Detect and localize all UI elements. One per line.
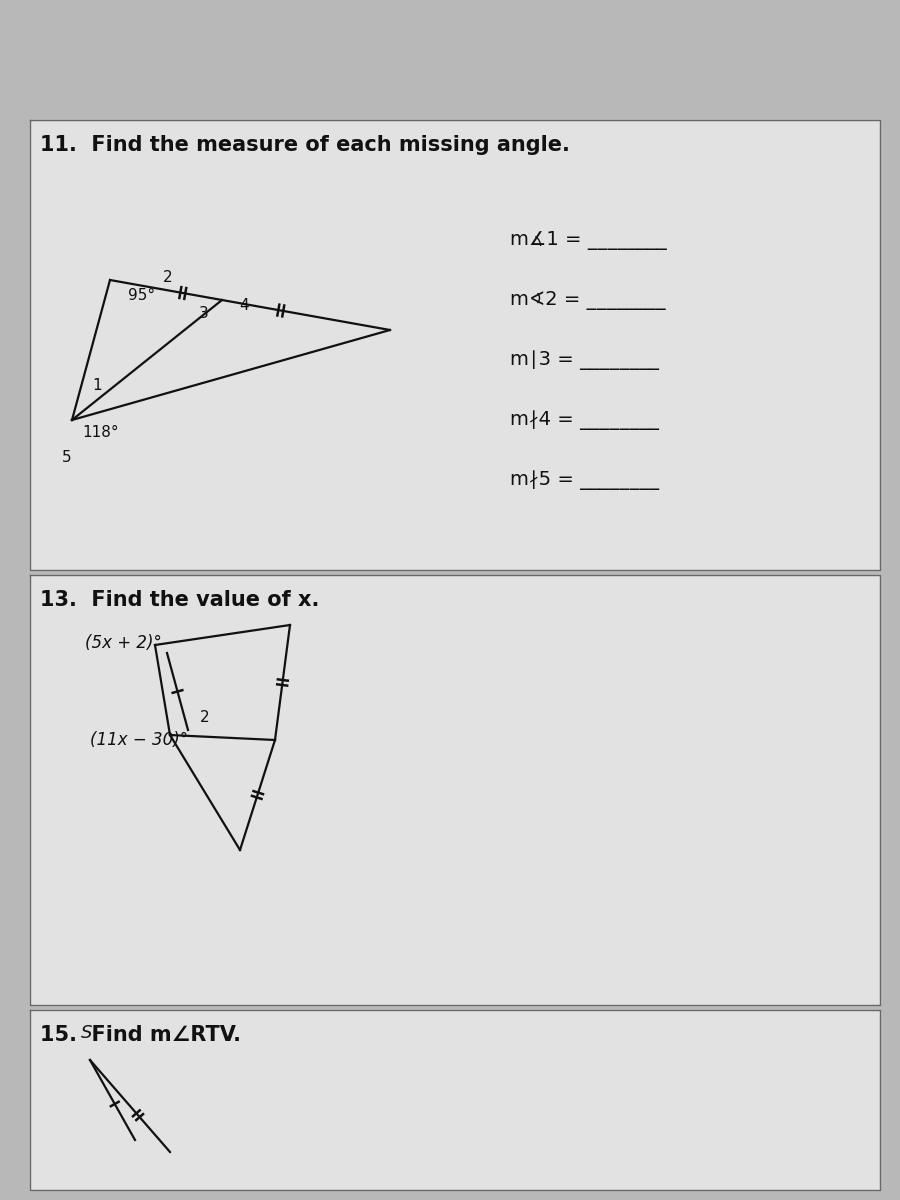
Text: 2: 2	[163, 270, 173, 284]
Text: 95°: 95°	[128, 288, 155, 302]
Text: 13.  Find the value of x.: 13. Find the value of x.	[40, 590, 320, 610]
Text: 2: 2	[200, 710, 210, 725]
Text: 3: 3	[199, 306, 209, 322]
Text: 1: 1	[92, 378, 102, 392]
Text: (5x + 2)°: (5x + 2)°	[85, 634, 162, 652]
Bar	[30, 575, 880, 1006]
Text: S: S	[81, 1024, 93, 1042]
Text: (11x − 30)°: (11x − 30)°	[90, 731, 188, 749]
Bar	[30, 1010, 880, 1190]
Text: m∤4 = ________: m∤4 = ________	[510, 410, 659, 430]
Text: 4: 4	[239, 298, 248, 312]
Bar	[30, 120, 880, 570]
Text: 11.  Find the measure of each missing angle.: 11. Find the measure of each missing ang…	[40, 134, 570, 155]
Text: m∡1 = ________: m∡1 = ________	[510, 230, 667, 250]
Text: 5: 5	[62, 450, 72, 466]
Text: 118°: 118°	[82, 425, 119, 440]
Text: m∣3 = ________: m∣3 = ________	[510, 350, 659, 370]
Text: m∢2 = ________: m∢2 = ________	[510, 290, 666, 310]
Text: m∤5 = ________: m∤5 = ________	[510, 470, 659, 490]
Text: 15.  Find m∠RTV.: 15. Find m∠RTV.	[40, 1025, 241, 1045]
